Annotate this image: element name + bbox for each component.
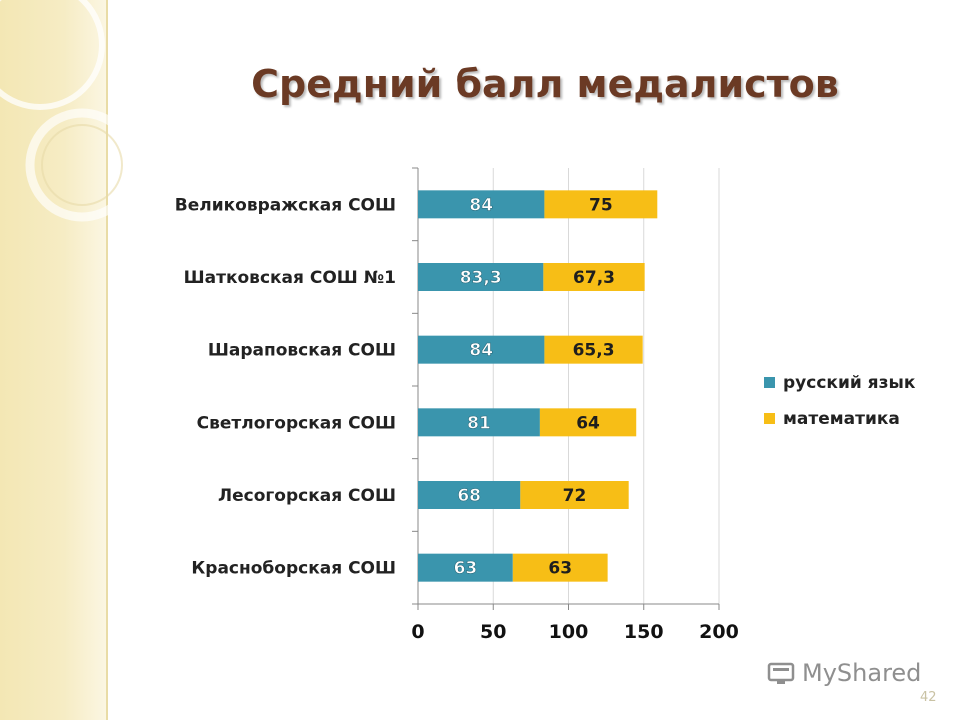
x-tick-label: 200 — [699, 621, 739, 643]
data-label: 67,3 — [573, 268, 615, 288]
data-label: 63 — [454, 559, 478, 579]
chart-legend: русский язык математика — [764, 373, 916, 429]
decor-circles — [0, 0, 139, 222]
chart-labels: Великовражская СОШ 84 75 Шатковская СОШ №1 8… — [175, 195, 615, 579]
legend-label: математика — [783, 409, 900, 429]
chart-bars — [418, 190, 658, 582]
data-label: 64 — [576, 413, 600, 433]
category-label: Шатковская СОШ №1 — [184, 268, 396, 288]
page-number: 42 — [920, 690, 937, 705]
bar-math — [512, 553, 608, 582]
legend-label: русский язык — [783, 373, 916, 393]
data-label: 83,3 — [460, 268, 502, 288]
side-decor-line — [106, 0, 108, 720]
watermark-logo-icon — [767, 662, 795, 684]
bar-russian — [418, 335, 545, 364]
legend-swatch — [764, 377, 775, 388]
data-label: 84 — [469, 341, 493, 361]
bar-russian — [418, 481, 521, 509]
bar-russian — [418, 408, 540, 437]
watermark: MyShared — [766, 658, 921, 688]
x-tick-label: 100 — [549, 621, 589, 643]
data-label: 84 — [469, 195, 493, 215]
data-label: 63 — [548, 559, 572, 579]
bar-math — [539, 408, 637, 437]
data-label: 81 — [467, 413, 491, 433]
category-label: Лесогорская СОШ — [218, 486, 396, 506]
watermark-text: MyShared — [802, 659, 922, 687]
data-label: 72 — [563, 486, 587, 506]
x-tick-label: 50 — [480, 621, 506, 643]
x-tick-label: 150 — [624, 621, 664, 643]
chart-axes: 0 50 100 150 200 — [411, 167, 739, 643]
category-label: Светлогорская СОШ — [197, 413, 396, 433]
data-label: 68 — [457, 486, 481, 506]
slide-title: Средний балл медалистов — [251, 62, 839, 106]
category-label: Красноборская СОШ — [191, 559, 396, 579]
data-label: 75 — [589, 195, 613, 215]
category-label: Шараповская СОШ — [208, 341, 396, 361]
data-label: 65,3 — [573, 341, 615, 361]
bar-math — [544, 335, 643, 364]
bar-math — [544, 190, 658, 219]
bar-russian — [418, 190, 545, 219]
bar-russian — [418, 263, 544, 291]
x-tick-label: 0 — [411, 621, 424, 643]
bar-math — [520, 481, 629, 509]
category-label: Великовражская СОШ — [175, 195, 396, 215]
bar-math — [543, 263, 645, 291]
chart-grid — [492, 168, 720, 604]
bar-russian — [418, 553, 513, 582]
legend-swatch — [764, 413, 775, 424]
